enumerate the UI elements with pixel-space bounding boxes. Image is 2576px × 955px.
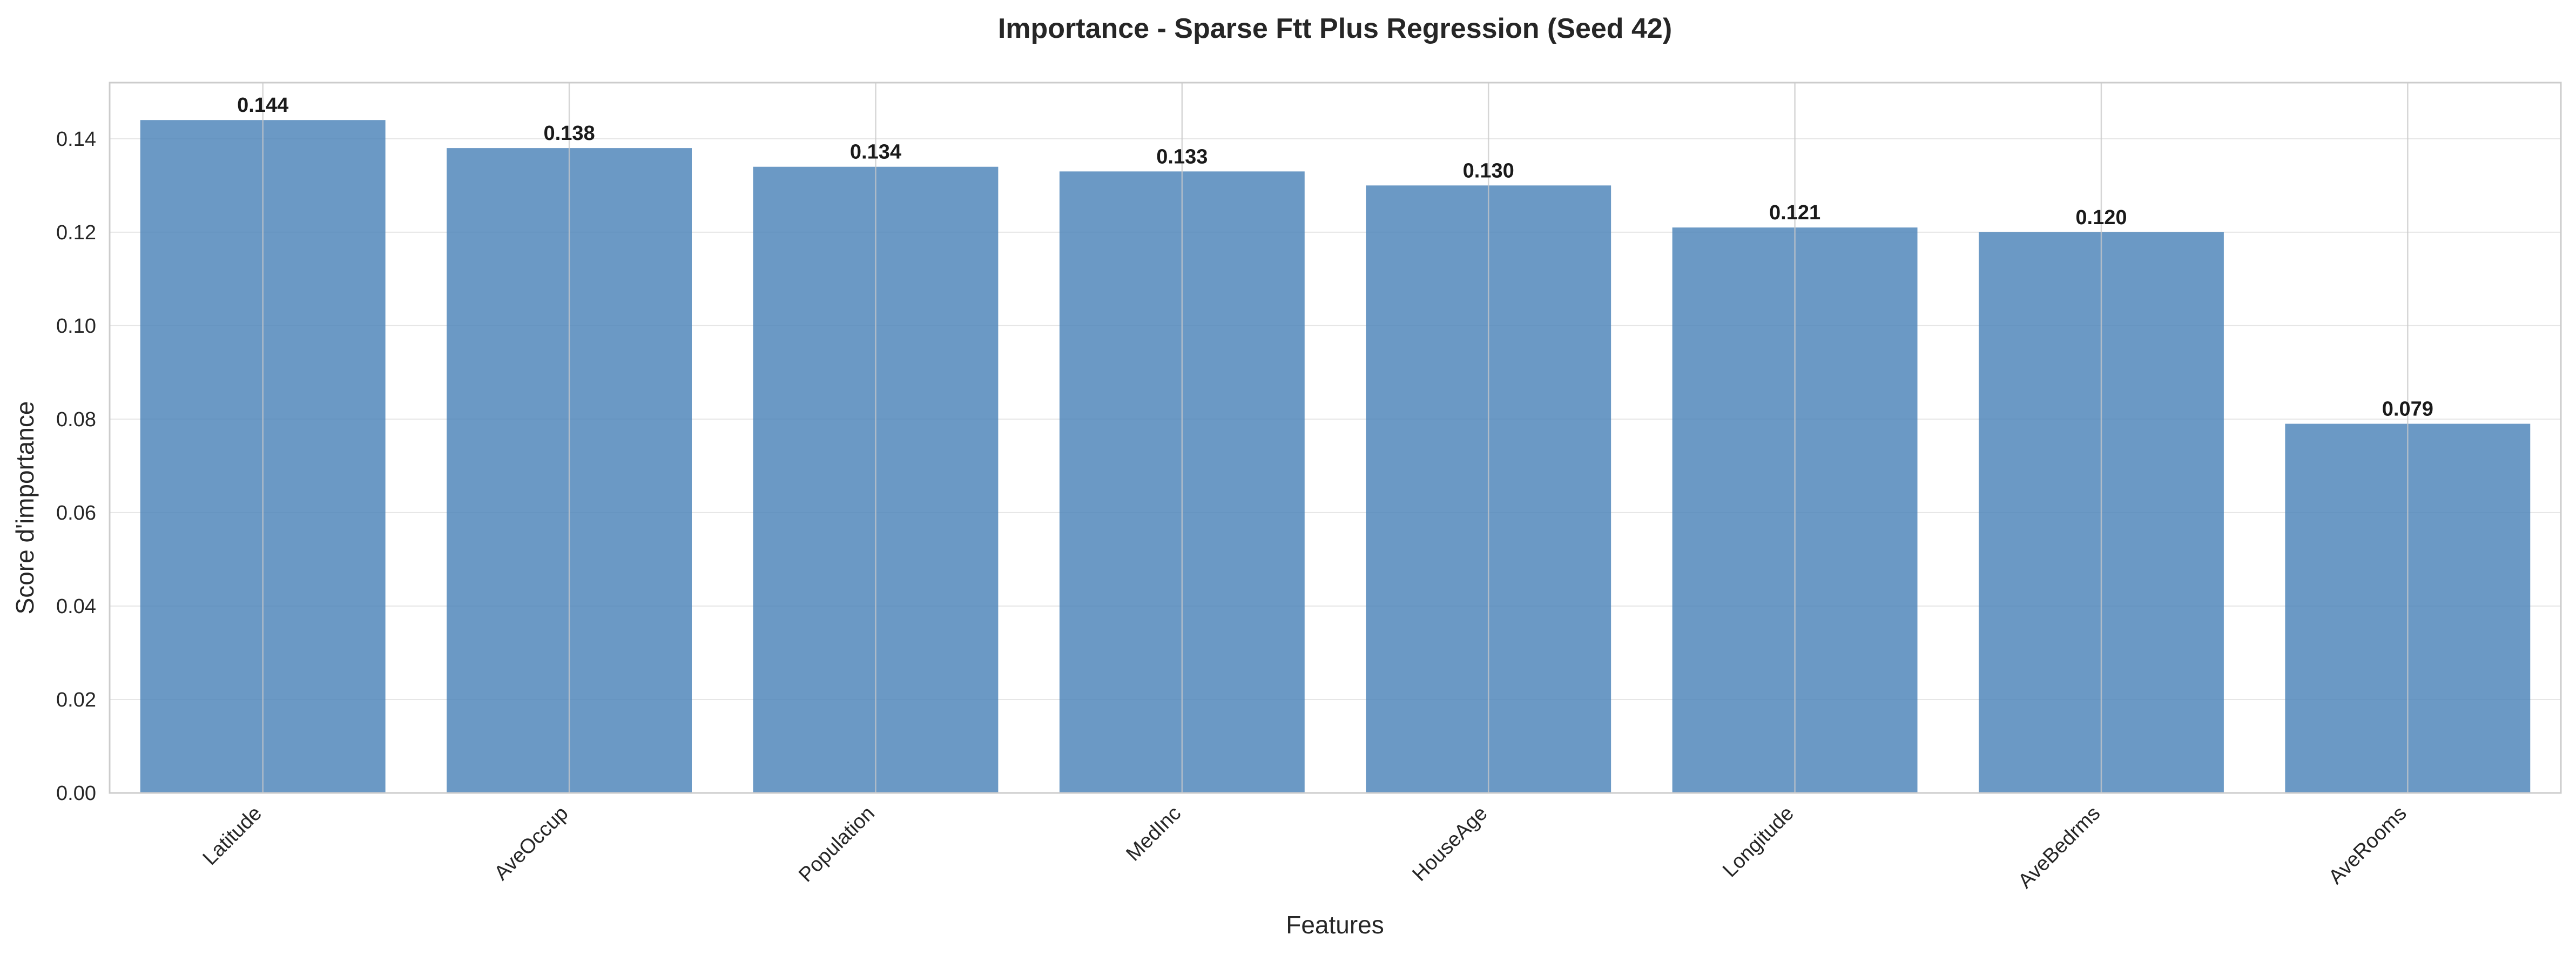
x-tick-label: AveOccup	[490, 802, 572, 885]
bar-value-label: 0.130	[1463, 159, 1514, 182]
bar-value-label: 0.144	[237, 94, 288, 117]
y-tick-label: 0.10	[56, 315, 96, 338]
y-tick-label: 0.14	[56, 128, 96, 151]
x-tick-label: Longitude	[1718, 802, 1798, 882]
chart-title: Importance - Sparse Ftt Plus Regression …	[998, 13, 1672, 44]
plot-frame	[109, 82, 2562, 794]
y-tick-label: 0.08	[56, 408, 96, 431]
plot-area: 0.00 0.02 0.04 0.06 0.08 0.10 0.12 0.14 0.144 0.1…	[56, 82, 2562, 893]
y-tick-label: 0.04	[56, 595, 96, 618]
bar-value-label: 0.079	[2382, 398, 2433, 421]
x-tick-label: AveBedrms	[2014, 802, 2105, 893]
bar-value-label: 0.138	[544, 122, 595, 145]
x-tick-label: HouseAge	[1408, 802, 1492, 886]
x-tick-label: MedInc	[1122, 802, 1185, 866]
y-tick-label: 0.12	[56, 221, 96, 244]
bar-value-label: 0.133	[1156, 145, 1208, 168]
x-axis-label: Features	[1286, 911, 1384, 939]
y-tick-label: 0.06	[56, 502, 96, 524]
y-axis-label: Score d'importance	[11, 401, 39, 615]
x-tick-label: Population	[794, 802, 879, 887]
y-tick-label: 0.02	[56, 689, 96, 711]
x-tick-label: AveRooms	[2324, 802, 2411, 889]
bar-value-label: 0.134	[850, 141, 901, 164]
y-tick-label: 0.00	[56, 782, 96, 805]
x-tick-label: Latitude	[199, 802, 266, 870]
bar-value-label: 0.120	[2075, 206, 2127, 229]
bar-value-label: 0.121	[1769, 201, 1820, 224]
